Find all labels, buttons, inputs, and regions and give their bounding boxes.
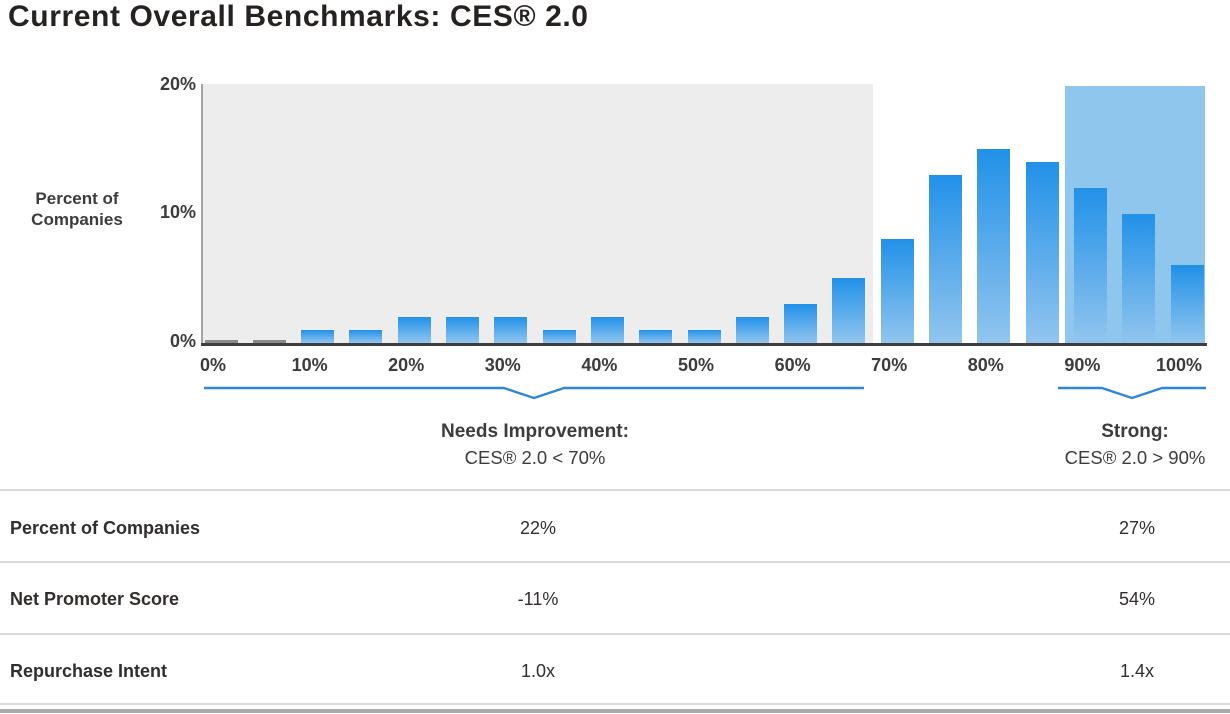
bar-80pct (977, 148, 1011, 343)
y-axis (201, 84, 203, 343)
bar-45pct (639, 330, 673, 343)
y-tick-label-10pct: 10% (159, 202, 196, 222)
bar-75pct (929, 174, 962, 343)
x-tick-label-70pct: 70% (871, 355, 908, 375)
table-separator (0, 703, 1230, 705)
table-bottom-rule (0, 709, 1230, 713)
y-tick-label-20pct: 20% (159, 74, 196, 94)
y-axis-title: Percent of Companies (2, 188, 152, 230)
bar-70pct (880, 239, 914, 343)
needs-improvement-label: Needs Improvement: (441, 421, 629, 442)
table-separator (0, 561, 1230, 563)
range-brackets (204, 386, 1206, 400)
needs-improvement-sublabel: CES® 2.0 < 70% (464, 447, 606, 468)
table-cell-strong: 1.4x (1119, 661, 1155, 681)
x-tick-label-80pct: 80% (967, 355, 1004, 375)
strong-sublabel: CES® 2.0 > 90% (1064, 447, 1206, 468)
x-tick-label-40pct: 40% (581, 355, 618, 375)
table-row-label: Percent of Companies (10, 518, 201, 538)
table-cell-strong: 54% (1118, 589, 1156, 609)
bar-30pct (494, 317, 528, 343)
table-cell-strong: 27% (1118, 518, 1156, 538)
x-tick-label-0pct: 0% (199, 355, 226, 375)
x-tick-label-30pct: 30% (484, 355, 521, 375)
table-cell-needs-improvement: 1.0x (520, 661, 556, 681)
y-tick-label-0pct: 0% (169, 331, 196, 351)
x-axis (201, 343, 1207, 346)
table-row-label: Repurchase Intent (10, 661, 168, 681)
bar-55pct (735, 317, 769, 343)
page-title: Current Overall Benchmarks: CES® 2.0 (8, 0, 589, 33)
bar-5pct (252, 340, 286, 343)
bar-50pct (687, 330, 721, 343)
bar-10pct (301, 330, 335, 343)
table-separator (0, 633, 1230, 635)
y-axis-title-line2: Companies (31, 210, 123, 229)
bar-100pct (1170, 265, 1204, 343)
x-tick-label-10pct: 10% (291, 355, 328, 375)
x-tick-label-50pct: 50% (677, 355, 715, 375)
bar-20pct (397, 317, 431, 343)
x-tick-label-100pct: 100% (1155, 355, 1203, 375)
x-tick-label-60pct: 60% (774, 355, 811, 375)
strong-label: Strong: (1101, 421, 1169, 442)
bar-35pct (542, 330, 576, 343)
bar-65pct (832, 278, 866, 343)
table-cell-needs-improvement: -11% (517, 589, 559, 609)
bar-60pct (784, 304, 818, 343)
bar-85pct (1025, 161, 1059, 343)
table-separator (0, 489, 1230, 491)
bar-0pct (204, 340, 238, 343)
needs-improvement-region (202, 84, 873, 343)
strong-bracket (1058, 386, 1206, 400)
needs-improvement-bracket (204, 386, 864, 400)
bar-40pct (590, 317, 624, 343)
bar-95pct (1122, 213, 1156, 343)
bar-15pct (349, 330, 383, 343)
bar-25pct (446, 317, 479, 343)
x-tick-label-20pct: 20% (388, 355, 425, 375)
x-tick-label-90pct: 90% (1064, 355, 1101, 375)
table-row-label: Net Promoter Score (10, 589, 180, 609)
table-cell-needs-improvement: 22% (519, 518, 557, 538)
bar-90pct (1073, 187, 1107, 343)
y-axis-title-line1: Percent of (35, 189, 119, 208)
